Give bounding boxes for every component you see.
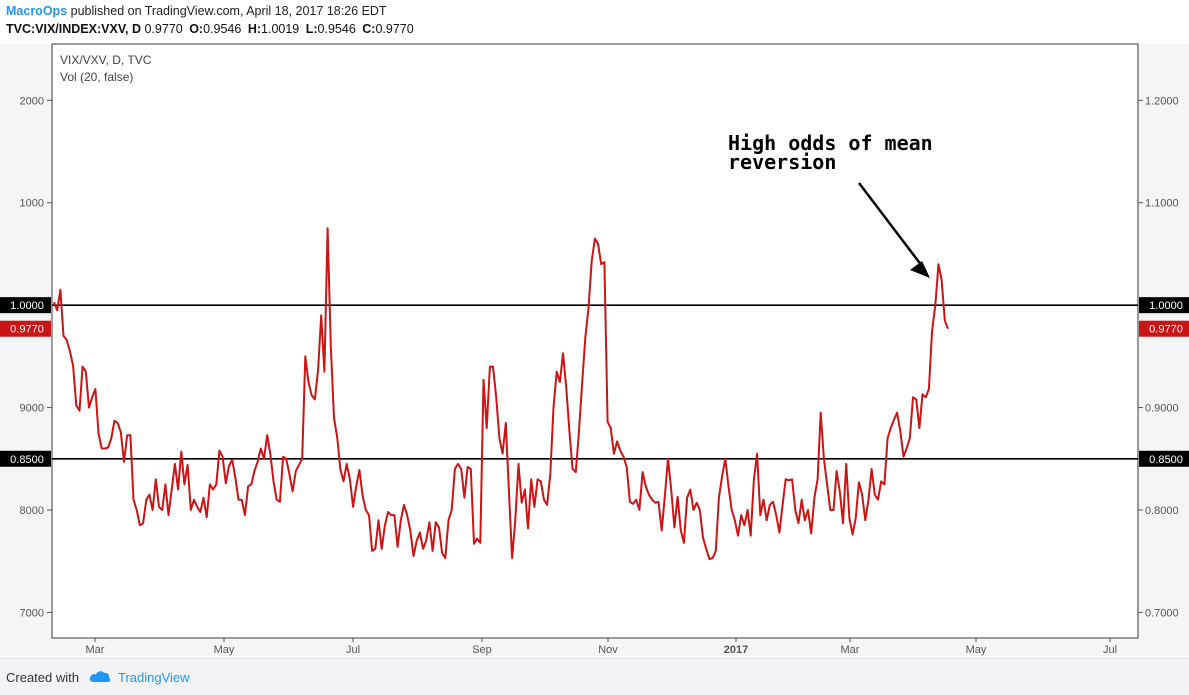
last-value: 0.9770 [144, 22, 183, 36]
right-price-marker-label: 0.9770 [1149, 324, 1183, 336]
right-price-marker [1139, 297, 1189, 314]
close-label: C: [362, 22, 376, 36]
tradingview-brand-link[interactable]: TradingView [118, 670, 190, 685]
right-tick-label: 0.8000 [1145, 505, 1179, 517]
x-tick-label: May [966, 644, 987, 656]
left-tick-label: 9000 [20, 403, 44, 415]
open-value: 0.9546 [203, 22, 242, 36]
series-group [53, 227, 949, 561]
right-axis: 1.2000 1.1000 0.9000 0.8000 0.7000 [1138, 95, 1179, 619]
ohlc-line: TVC:VIX/INDEX:VXV, D 0.9770 O:0.9546 H:1… [6, 22, 414, 36]
x-tick-label: Mar [86, 644, 105, 656]
price-markers: 1.0000 1.0000 0.8500 0.8500 0.9770 0.9770 [0, 297, 1189, 467]
annotation-line1: High odds of mean [728, 131, 933, 155]
left-price-marker-label: 0.8500 [10, 454, 44, 466]
chart-svg[interactable]: 2000 1000 9000 8000 7000 1.2000 1.1000 0.9000 0… [0, 0, 1189, 658]
x-tick-label: Jul [1103, 644, 1117, 656]
low-value: 0.9546 [317, 22, 356, 36]
annotation-line2: reversion [728, 150, 836, 174]
x-tick-label: 2017 [724, 644, 748, 656]
legend-volume: Vol (20, false) [60, 70, 133, 84]
symbol-label: TVC:VIX/INDEX:VXV, D [6, 22, 141, 36]
left-tick-label: 7000 [20, 607, 44, 619]
created-with-label: Created with [6, 670, 79, 685]
right-tick-label: 1.2000 [1145, 95, 1179, 107]
right-price-marker [1139, 320, 1189, 337]
left-tick-label: 1000 [20, 198, 44, 210]
annotation-arrow-shaft [858, 182, 926, 271]
footer: Created with TradingView [0, 658, 1189, 695]
left-price-marker [0, 320, 51, 337]
right-price-marker [1139, 450, 1189, 467]
left-tick-label: 8000 [20, 505, 44, 517]
left-axis: 2000 1000 9000 8000 7000 [20, 95, 52, 619]
close-value: 0.9770 [375, 22, 414, 36]
open-label: O: [189, 22, 204, 36]
x-axis: Mar May Jul Sep Nov 2017 Mar May Jul [86, 638, 1117, 656]
high-value: 1.0019 [261, 22, 300, 36]
right-price-marker-label: 0.8500 [1149, 454, 1183, 466]
high-label: H: [247, 22, 262, 36]
left-price-marker [0, 297, 51, 314]
low-label: L: [305, 22, 318, 36]
right-tick-label: 1.1000 [1145, 198, 1179, 210]
left-price-marker [0, 450, 51, 467]
x-tick-label: Mar [841, 644, 860, 656]
right-tick-label: 0.7000 [1145, 607, 1179, 619]
author-link[interactable]: MacroOps [6, 4, 68, 18]
publish-line: MacroOps published on TradingView.com, A… [6, 4, 387, 18]
left-price-marker-label: 0.9770 [10, 324, 44, 336]
legend-symbol: VIX/VXV, D, TVC [60, 53, 152, 67]
x-tick-label: Nov [598, 644, 618, 656]
right-tick-label: 0.9000 [1145, 403, 1179, 415]
plot-area [51, 43, 1139, 639]
x-tick-label: Sep [472, 644, 492, 656]
horizontal-lines [52, 304, 1138, 460]
x-tick-label: Jul [346, 644, 360, 656]
series-line[interactable] [53, 227, 949, 561]
published-text: published on TradingView.com, April 18, … [70, 4, 387, 18]
left-price-marker-label: 1.0000 [10, 300, 44, 312]
x-tick-label: May [214, 644, 235, 656]
annotation-arrow-head [910, 261, 930, 278]
cloud-icon [89, 671, 111, 682]
chart-header: MacroOps published on TradingView.com, A… [0, 0, 1189, 44]
left-tick-label: 2000 [20, 95, 44, 107]
right-price-marker-label: 1.0000 [1149, 300, 1183, 312]
